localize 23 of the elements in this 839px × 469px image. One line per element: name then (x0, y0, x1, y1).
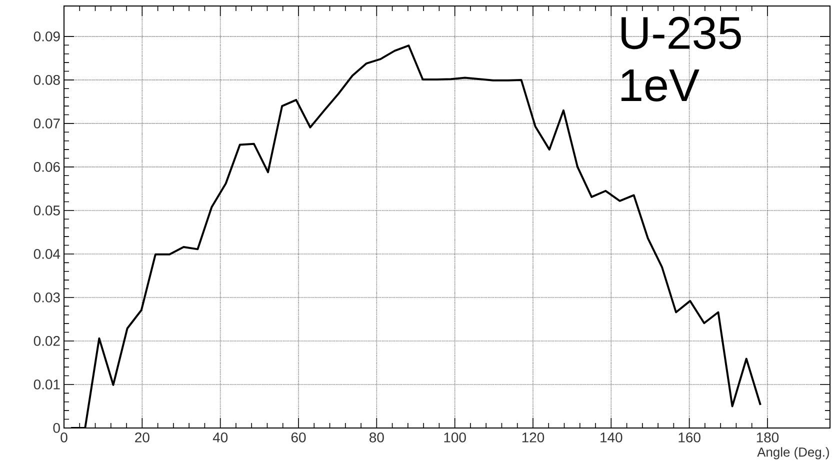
x-tick-label: 20 (135, 432, 150, 442)
x-tick-label: 40 (212, 432, 228, 442)
annotation: 1eV (622, 69, 700, 102)
y-tick-label: 0.01 (34, 380, 60, 390)
y-tick-label: 0.04 (34, 249, 60, 259)
y-tick-label: 0.03 (34, 292, 60, 302)
x-tick-label: 80 (370, 432, 384, 442)
y-tick-label: 0 (53, 423, 60, 433)
x-tick-label: 0 (60, 432, 68, 442)
y-tick-label: 0.06 (34, 162, 60, 172)
x-tick-label: 60 (291, 432, 306, 442)
y-tick-label: 0.07 (34, 118, 60, 128)
x-tick-label: 100 (444, 432, 466, 442)
x-tick-label: 160 (678, 432, 700, 442)
y-tick-label: 0.05 (34, 206, 60, 216)
x-tick-label: 140 (600, 432, 622, 442)
y-tick-label: 0.09 (34, 31, 60, 42)
x-tick-label: 120 (522, 432, 544, 442)
y-tick-label: 0.08 (34, 75, 60, 85)
y-tick-label: 0.02 (34, 336, 60, 346)
x-axis-title: Angle (Deg.) (757, 447, 829, 460)
x-tick-label: 180 (756, 432, 779, 442)
annotation: U-235 (622, 16, 741, 50)
